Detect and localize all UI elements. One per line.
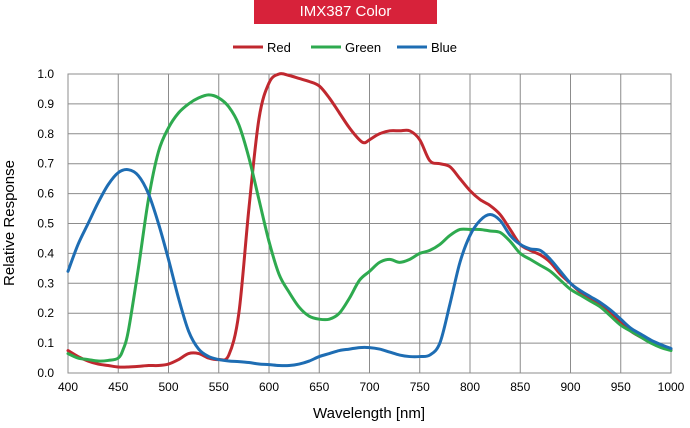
series-line-green	[66, 93, 673, 363]
y-axis-title: Relative Response	[1, 160, 18, 286]
y-tick-label: 0.5	[37, 217, 54, 231]
series-line-blue	[66, 168, 673, 368]
y-tick-label: 1.0	[37, 67, 54, 81]
legend-label-red: Red	[267, 40, 291, 55]
x-tick-label: 650	[309, 380, 329, 394]
plot-border	[67, 73, 672, 374]
y-tick-label: 0.2	[37, 306, 54, 320]
y-tick-label: 0.8	[37, 127, 54, 141]
x-tick-label: 700	[359, 380, 379, 394]
x-tick-label: 450	[108, 380, 128, 394]
x-tick-label: 500	[158, 380, 178, 394]
legend: Red Green Blue	[233, 40, 457, 55]
x-tick-label: 800	[460, 380, 480, 394]
y-tick-label: 0.1	[37, 336, 54, 350]
axes: 400 450 500 550 600 650 700 750 800 850 900 950 1000…	[37, 67, 684, 394]
legend-label-green: Green	[345, 40, 381, 55]
x-tick-label: 400	[58, 380, 78, 394]
x-tick-label: 600	[259, 380, 279, 394]
y-tick-label: 0.9	[37, 97, 54, 111]
legend-label-blue: Blue	[431, 40, 457, 55]
series-lines	[66, 72, 673, 369]
x-tick-label: 550	[209, 380, 229, 394]
y-tick-label: 0.3	[37, 276, 54, 290]
y-tick-label: 0.7	[37, 157, 54, 171]
y-tick-label: 0.6	[37, 187, 54, 201]
x-tick-label: 900	[560, 380, 580, 394]
chart-title: IMX387 Color	[254, 0, 437, 24]
y-tick-label: 0.4	[37, 246, 54, 260]
y-tick-label: 0.0	[37, 366, 54, 380]
grid	[67, 73, 672, 374]
x-tick-label: 950	[611, 380, 631, 394]
x-axis-title: Wavelength [nm]	[313, 405, 425, 422]
x-tick-label: 850	[510, 380, 530, 394]
x-tick-label: 750	[410, 380, 430, 394]
x-tick-label: 1000	[658, 380, 685, 394]
